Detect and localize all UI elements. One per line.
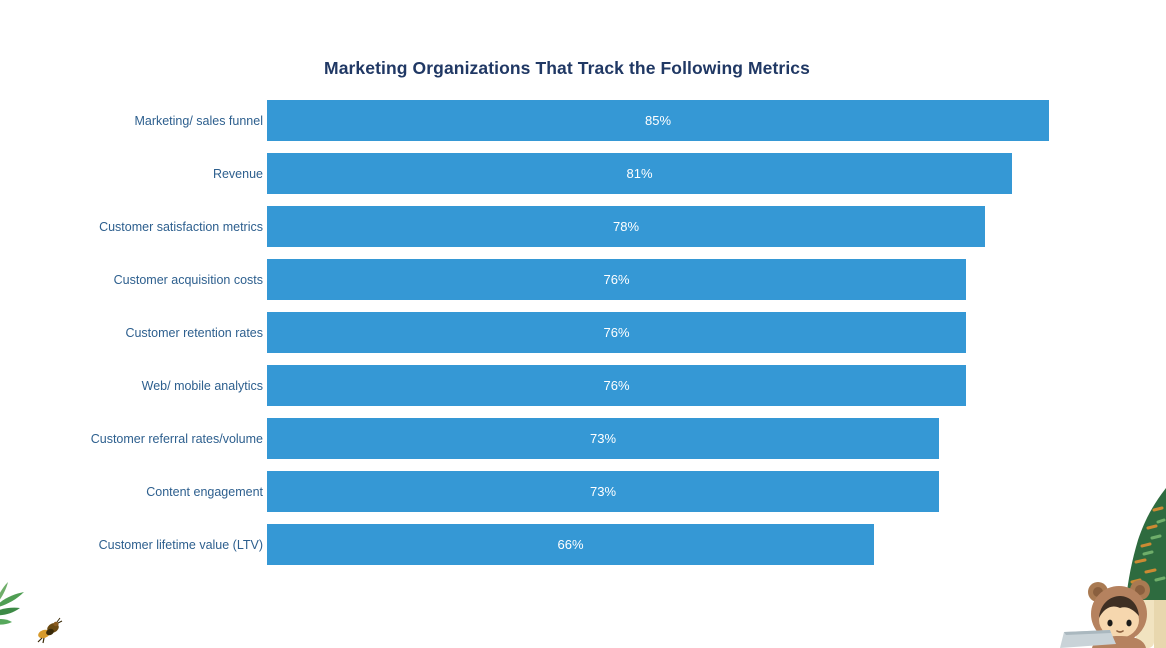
bar-value-label: 78% [612,219,640,234]
bee-icon [37,617,63,644]
category-label: Customer referral rates/volume [90,431,263,446]
chart-row: Content engagement 73% [0,471,1166,512]
bar-value-label: 81% [626,166,653,181]
bar: 76% [267,259,966,300]
bar: 76% [267,365,966,406]
bear-mascot [1088,580,1150,648]
bar-value-label: 76% [603,378,630,393]
category-label: Content engagement [146,484,263,499]
chart-row: Customer acquisition costs 76% [0,259,1166,300]
category-label: Marketing/ sales funnel [134,113,263,128]
bar-value-label: 66% [557,537,584,552]
chart-row: Marketing/ sales funnel 85% [0,100,1166,141]
bar-value-label: 76% [603,272,630,287]
chart-row: Revenue 81% [0,153,1166,194]
chart-title: Marketing Organizations That Track the F… [324,58,810,78]
chart-row: Customer lifetime value (LTV) 66% [0,524,1166,565]
leaf-decoration [0,582,24,625]
category-label: Customer retention rates [125,325,263,340]
bar: 81% [267,153,1012,194]
chart-rows: Marketing/ sales funnel 85% Revenue 81% … [0,100,1166,565]
chart-row: Customer satisfaction metrics 78% [0,206,1166,247]
bar: 73% [267,471,939,512]
chart-row: Customer referral rates/volume 73% [0,418,1166,459]
chart-row: Web/ mobile analytics 76% [0,365,1166,406]
bar: 78% [267,206,985,247]
chart-row: Customer retention rates 76% [0,312,1166,353]
bar: 73% [267,418,939,459]
bar-value-label: 85% [644,113,672,128]
category-label: Customer lifetime value (LTV) [98,537,263,552]
bar-value-label: 76% [603,325,630,340]
bar: 85% [267,100,1049,141]
laptop-icon [1060,630,1116,648]
bar: 66% [267,524,874,565]
category-label: Web/ mobile analytics [141,378,263,393]
category-label: Customer acquisition costs [113,272,263,287]
category-label: Revenue [212,166,263,181]
bar-value-label: 73% [589,431,617,446]
bar: 76% [267,312,966,353]
bar-value-label: 73% [589,484,617,499]
category-label: Customer satisfaction metrics [99,219,263,234]
